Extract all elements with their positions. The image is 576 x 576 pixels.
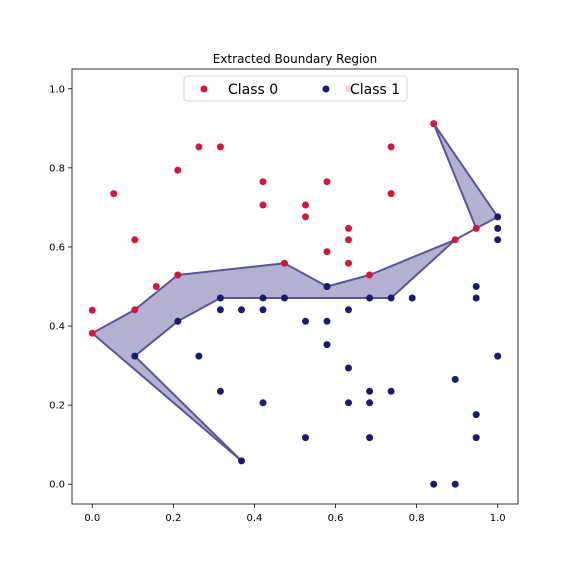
point-class-0-20	[451, 236, 459, 244]
chart-title: Extracted Boundary Region	[213, 52, 377, 66]
point-class-1-6	[238, 306, 245, 314]
point-class-1-30	[472, 283, 480, 290]
point-class-1-4	[216, 306, 224, 314]
point-class-1-35	[494, 224, 502, 232]
x-tick-label: 0.6	[328, 513, 344, 524]
point-class-1-0	[131, 352, 139, 360]
point-class-0-10	[302, 213, 309, 221]
point-class-0-6	[216, 143, 224, 151]
point-class-1-12	[302, 317, 309, 325]
point-class-1-34	[494, 213, 502, 221]
legend-marker-class-0	[200, 85, 208, 93]
x-tick-label: 1.0	[490, 513, 506, 524]
point-class-0-3	[152, 283, 160, 290]
point-class-0-0	[88, 306, 96, 314]
point-class-1-20	[366, 294, 374, 302]
point-class-1-26	[408, 294, 416, 302]
x-tick-label: 0.2	[165, 513, 181, 524]
point-class-1-37	[494, 352, 502, 360]
y-tick-label: 0.2	[49, 401, 65, 412]
y-tick-label: 1.0	[49, 84, 65, 95]
y-tick-label: 0.4	[49, 322, 65, 333]
point-class-0-22	[88, 329, 96, 337]
point-class-0-1	[110, 190, 118, 198]
y-tick-label: 0.8	[49, 163, 65, 174]
plot-frame	[71, 68, 519, 505]
point-class-0-11	[323, 178, 331, 186]
boundary-region-layer	[91, 122, 499, 462]
point-class-0-9	[302, 201, 309, 209]
point-class-1-33	[472, 434, 480, 442]
point-class-1-1	[174, 317, 182, 325]
y-tick-label: 0.6	[49, 242, 65, 253]
point-class-0-12	[323, 248, 331, 256]
point-class-1-19	[345, 399, 352, 407]
legend-box	[183, 75, 408, 102]
x-tick-label: 0.4	[247, 513, 263, 524]
point-class-1-10	[259, 399, 267, 407]
legend-marker-class-1	[322, 85, 330, 93]
point-class-1-36	[494, 236, 502, 244]
point-class-0-19	[430, 120, 438, 128]
point-class-1-2	[195, 352, 203, 360]
point-class-0-24	[174, 271, 182, 279]
point-class-0-27	[366, 271, 374, 279]
point-class-1-21	[366, 387, 374, 395]
point-class-0-21	[472, 224, 480, 232]
point-class-1-24	[387, 294, 395, 302]
point-class-0-2	[131, 236, 139, 244]
point-class-0-14	[345, 236, 352, 244]
point-class-0-5	[195, 143, 203, 151]
x-axis: 0.0 0.2 0.4 0.6 0.8 1.0	[84, 504, 506, 524]
point-class-0-13	[345, 224, 352, 232]
point-class-1-27	[430, 480, 438, 488]
point-class-1-25	[387, 387, 395, 395]
point-class-0-4	[174, 166, 182, 174]
scatter-points-layer	[88, 85, 502, 488]
y-axis: 0.0 0.2 0.4 0.6 0.8 1.0	[49, 84, 72, 491]
point-class-1-7	[238, 457, 245, 465]
point-class-1-9	[259, 306, 267, 314]
point-class-1-18	[345, 364, 352, 372]
point-class-0-17	[387, 143, 395, 151]
boundary-region-polygon	[91, 122, 499, 462]
x-tick-label: 0.8	[409, 513, 425, 524]
legend-label-class-0: Class 0	[228, 82, 278, 98]
point-class-1-5	[216, 387, 224, 395]
point-class-1-17	[345, 306, 352, 314]
point-class-1-23	[366, 434, 374, 442]
legend: Class 0 Class 1	[183, 75, 408, 102]
point-class-1-31	[472, 294, 480, 302]
point-class-1-14	[323, 317, 331, 325]
point-class-0-8	[259, 201, 267, 209]
point-class-1-11	[281, 294, 288, 302]
point-class-0-15	[345, 259, 352, 267]
point-class-0-23	[131, 306, 139, 314]
point-class-1-32	[472, 411, 480, 419]
point-class-1-29	[451, 480, 459, 488]
point-class-1-28	[451, 375, 459, 383]
point-class-1-16	[323, 283, 331, 290]
point-class-1-22	[366, 399, 374, 407]
point-class-0-25	[281, 259, 288, 267]
point-class-1-13	[302, 434, 309, 442]
point-class-0-18	[387, 190, 395, 198]
point-class-1-15	[323, 341, 331, 349]
legend-label-class-1: Class 1	[350, 82, 400, 98]
y-tick-label: 0.0	[49, 480, 65, 491]
point-class-1-8	[259, 294, 267, 302]
point-class-1-3	[216, 294, 224, 302]
x-tick-label: 0.0	[84, 513, 100, 524]
point-class-0-7	[259, 178, 267, 186]
